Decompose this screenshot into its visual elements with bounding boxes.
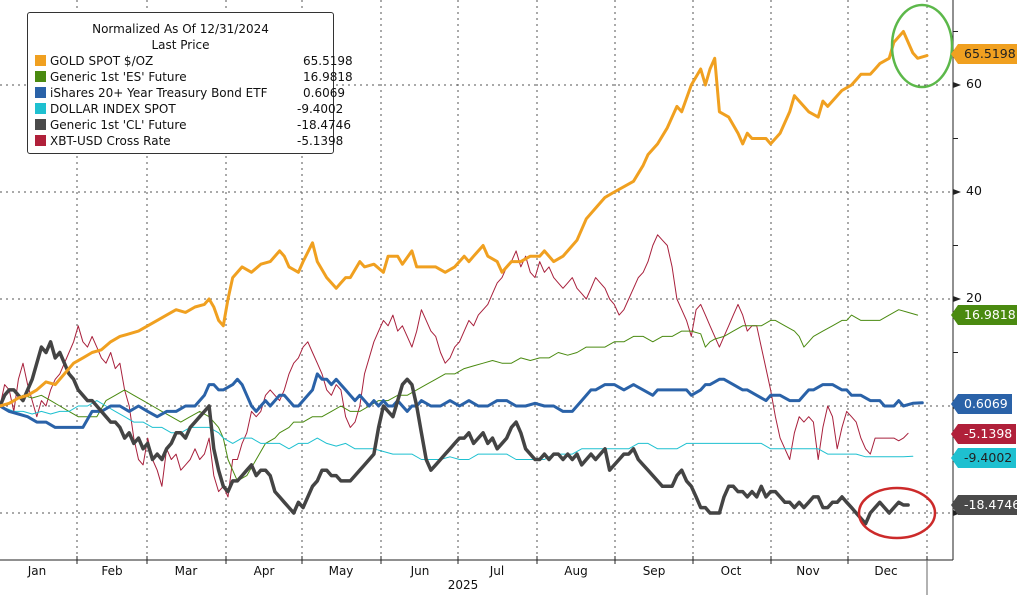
- legend-item-value: -9.4002: [297, 102, 344, 116]
- x-tick-label: Jul: [489, 564, 505, 578]
- x-tick-label: Mar: [174, 564, 198, 578]
- legend-item: GOLD SPOT $/OZ 65.5198: [35, 53, 353, 69]
- legend-item-name: Generic 1st 'CL' Future: [50, 118, 187, 132]
- legend-item-value: 16.9818: [303, 70, 353, 84]
- legend-item-name: XBT-USD Cross Rate: [50, 134, 171, 148]
- series-line-ishares-20-year-treasury-bond-etf: [0, 372, 924, 429]
- last-value-tag: 65.5198: [951, 44, 1017, 64]
- series-line-gold-spot-oz: [0, 30, 929, 408]
- legend-swatch: [35, 71, 46, 82]
- legend-swatch: [35, 87, 46, 98]
- y-major-tick: [953, 189, 961, 195]
- annotation-ellipse-oil-trough: [857, 486, 937, 540]
- legend: Normalized As Of 12/31/2024 Last Price G…: [27, 12, 353, 154]
- x-tick-label: Nov: [796, 564, 820, 578]
- x-tick-label: Jun: [410, 564, 430, 578]
- legend-item: iShares 20+ Year Treasury Bond ETF 0.6069: [35, 85, 345, 101]
- x-tick-label: May: [328, 564, 354, 578]
- legend-item-value: -18.4746: [297, 118, 351, 132]
- x-tick-label: Sep: [642, 564, 666, 578]
- series-line-dollar-index-spot: [0, 400, 914, 460]
- annotation-ellipse-gold-peak: [890, 3, 954, 89]
- legend-item-value: 65.5198: [303, 54, 353, 68]
- x-tick-label: Oct: [720, 564, 742, 578]
- x-tick-label: Jan: [27, 564, 47, 578]
- legend-item-name: GOLD SPOT $/OZ: [50, 54, 154, 68]
- legend-subtitle: Last Price: [151, 38, 210, 52]
- series-line-generic-1st-cl-future: [0, 340, 910, 526]
- legend-item: DOLLAR INDEX SPOT -9.4002: [35, 101, 343, 117]
- legend-swatch: [35, 119, 46, 130]
- legend-swatch: [35, 135, 46, 146]
- series-lines: [0, 30, 929, 526]
- x-tick-label: Dec: [874, 564, 898, 578]
- series-line-generic-1st-es-future: [0, 309, 919, 482]
- legend-item-name: Generic 1st 'ES' Future: [50, 70, 187, 84]
- legend-item-value: 0.6069: [303, 86, 345, 100]
- last-value-tag: 16.9818: [951, 305, 1017, 325]
- x-axis-year: 2025: [447, 578, 479, 592]
- y-tick-label: 40: [966, 183, 982, 198]
- y-tick-label: 20: [966, 290, 982, 305]
- annotations: [857, 3, 954, 540]
- legend-item-name: iShares 20+ Year Treasury Bond ETF: [50, 86, 268, 100]
- legend-swatch: [35, 55, 46, 66]
- legend-item: XBT-USD Cross Rate -5.1398: [35, 133, 343, 149]
- x-tick-label: Feb: [101, 564, 123, 578]
- legend-item: Generic 1st 'CL' Future -18.4746: [35, 117, 351, 133]
- x-tick-label: Apr: [253, 564, 275, 578]
- y-major-tick: [953, 296, 961, 302]
- legend-title: Normalized As Of 12/31/2024: [92, 22, 269, 36]
- legend-swatch: [35, 103, 46, 114]
- legend-item: Generic 1st 'ES' Future 16.9818: [35, 69, 353, 85]
- legend-item-value: -5.1398: [297, 134, 344, 148]
- last-value-tag: 0.6069: [951, 394, 1012, 414]
- last-value-tag: -9.4002: [950, 448, 1017, 468]
- y-tick-label: 60: [966, 76, 982, 91]
- y-major-tick: [953, 82, 961, 88]
- last-value-tag: -18.4746: [950, 495, 1017, 515]
- legend-item-name: DOLLAR INDEX SPOT: [50, 102, 176, 116]
- last-value-tag: -5.1398: [950, 424, 1017, 444]
- x-tick-label: Aug: [564, 564, 588, 578]
